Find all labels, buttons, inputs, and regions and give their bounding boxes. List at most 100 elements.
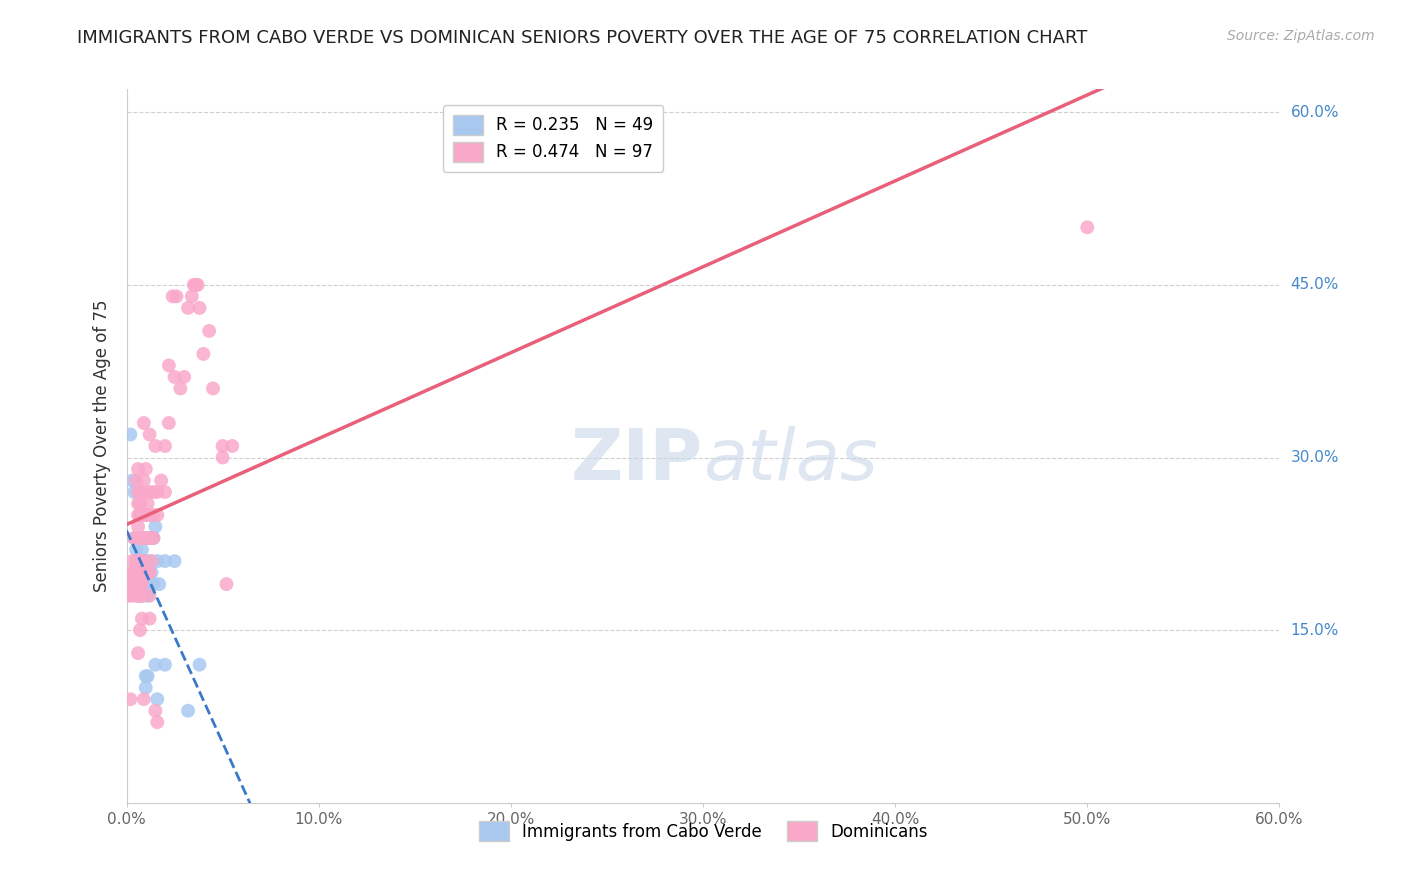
Point bbox=[135, 554, 157, 568]
Point bbox=[131, 589, 153, 603]
Point bbox=[150, 474, 173, 488]
Point bbox=[120, 577, 142, 591]
Point bbox=[138, 485, 160, 500]
Point bbox=[135, 462, 157, 476]
Point bbox=[129, 508, 152, 522]
Point bbox=[211, 439, 233, 453]
Point bbox=[131, 542, 153, 557]
Text: IMMIGRANTS FROM CABO VERDE VS DOMINICAN SENIORS POVERTY OVER THE AGE OF 75 CORRE: IMMIGRANTS FROM CABO VERDE VS DOMINICAN … bbox=[77, 29, 1088, 46]
Point bbox=[132, 531, 155, 545]
Point bbox=[127, 577, 149, 591]
Y-axis label: Seniors Poverty Over the Age of 75: Seniors Poverty Over the Age of 75 bbox=[93, 300, 111, 592]
Point bbox=[129, 623, 152, 637]
Point bbox=[129, 554, 152, 568]
Point bbox=[136, 577, 159, 591]
Point bbox=[136, 589, 159, 603]
Point bbox=[131, 485, 153, 500]
Point bbox=[146, 508, 169, 522]
Point bbox=[1076, 220, 1098, 235]
Point bbox=[145, 519, 166, 533]
Point bbox=[198, 324, 221, 338]
Point bbox=[129, 566, 152, 580]
Point bbox=[132, 554, 155, 568]
Point bbox=[135, 577, 157, 591]
Point bbox=[141, 566, 163, 580]
Point bbox=[127, 646, 149, 660]
Point bbox=[142, 577, 165, 591]
Point bbox=[125, 531, 148, 545]
Point bbox=[188, 657, 211, 672]
Point bbox=[131, 508, 153, 522]
Point bbox=[127, 508, 149, 522]
Text: 45.0%: 45.0% bbox=[1291, 277, 1339, 293]
Point bbox=[136, 566, 159, 580]
Point bbox=[177, 704, 200, 718]
Point bbox=[127, 589, 149, 603]
Point bbox=[187, 277, 209, 292]
Point bbox=[129, 589, 152, 603]
Point bbox=[136, 566, 159, 580]
Point bbox=[129, 497, 152, 511]
Point bbox=[132, 474, 155, 488]
Point bbox=[142, 531, 165, 545]
Text: atlas: atlas bbox=[703, 425, 877, 495]
Point bbox=[145, 704, 166, 718]
Point bbox=[135, 566, 157, 580]
Point bbox=[122, 589, 145, 603]
Point bbox=[131, 554, 153, 568]
Point bbox=[127, 497, 149, 511]
Point bbox=[202, 381, 225, 395]
Text: Source: ZipAtlas.com: Source: ZipAtlas.com bbox=[1227, 29, 1375, 43]
Point bbox=[162, 289, 184, 303]
Point bbox=[146, 485, 169, 500]
Text: 15.0%: 15.0% bbox=[1291, 623, 1339, 638]
Point bbox=[135, 669, 157, 683]
Text: ZIP: ZIP bbox=[571, 425, 703, 495]
Point bbox=[131, 589, 153, 603]
Point bbox=[183, 277, 205, 292]
Point bbox=[127, 589, 149, 603]
Point bbox=[122, 531, 145, 545]
Point bbox=[173, 370, 195, 384]
Point bbox=[180, 289, 202, 303]
Point bbox=[145, 439, 166, 453]
Point bbox=[184, 277, 207, 292]
Point bbox=[129, 508, 152, 522]
Point bbox=[153, 554, 176, 568]
Point bbox=[129, 485, 152, 500]
Point bbox=[136, 669, 159, 683]
Point bbox=[131, 566, 153, 580]
Point bbox=[125, 566, 148, 580]
Point bbox=[135, 566, 157, 580]
Point bbox=[121, 474, 143, 488]
Point bbox=[132, 508, 155, 522]
Point bbox=[138, 554, 160, 568]
Point bbox=[132, 589, 155, 603]
Point bbox=[141, 531, 163, 545]
Point bbox=[132, 508, 155, 522]
Point bbox=[132, 692, 155, 706]
Point bbox=[141, 554, 163, 568]
Point bbox=[120, 427, 142, 442]
Point bbox=[138, 531, 160, 545]
Point bbox=[136, 497, 159, 511]
Point bbox=[211, 450, 233, 465]
Point bbox=[127, 554, 149, 568]
Point bbox=[221, 439, 243, 453]
Point bbox=[146, 715, 169, 730]
Point bbox=[120, 589, 142, 603]
Point bbox=[142, 531, 165, 545]
Point bbox=[127, 462, 149, 476]
Point bbox=[129, 589, 152, 603]
Point bbox=[157, 359, 180, 373]
Point bbox=[142, 508, 165, 522]
Point bbox=[132, 566, 155, 580]
Point bbox=[135, 681, 157, 695]
Text: 30.0%: 30.0% bbox=[1291, 450, 1339, 465]
Point bbox=[188, 301, 211, 315]
Point bbox=[121, 554, 143, 568]
Point bbox=[117, 589, 139, 603]
Point bbox=[129, 531, 152, 545]
Point bbox=[125, 554, 148, 568]
Point bbox=[153, 439, 176, 453]
